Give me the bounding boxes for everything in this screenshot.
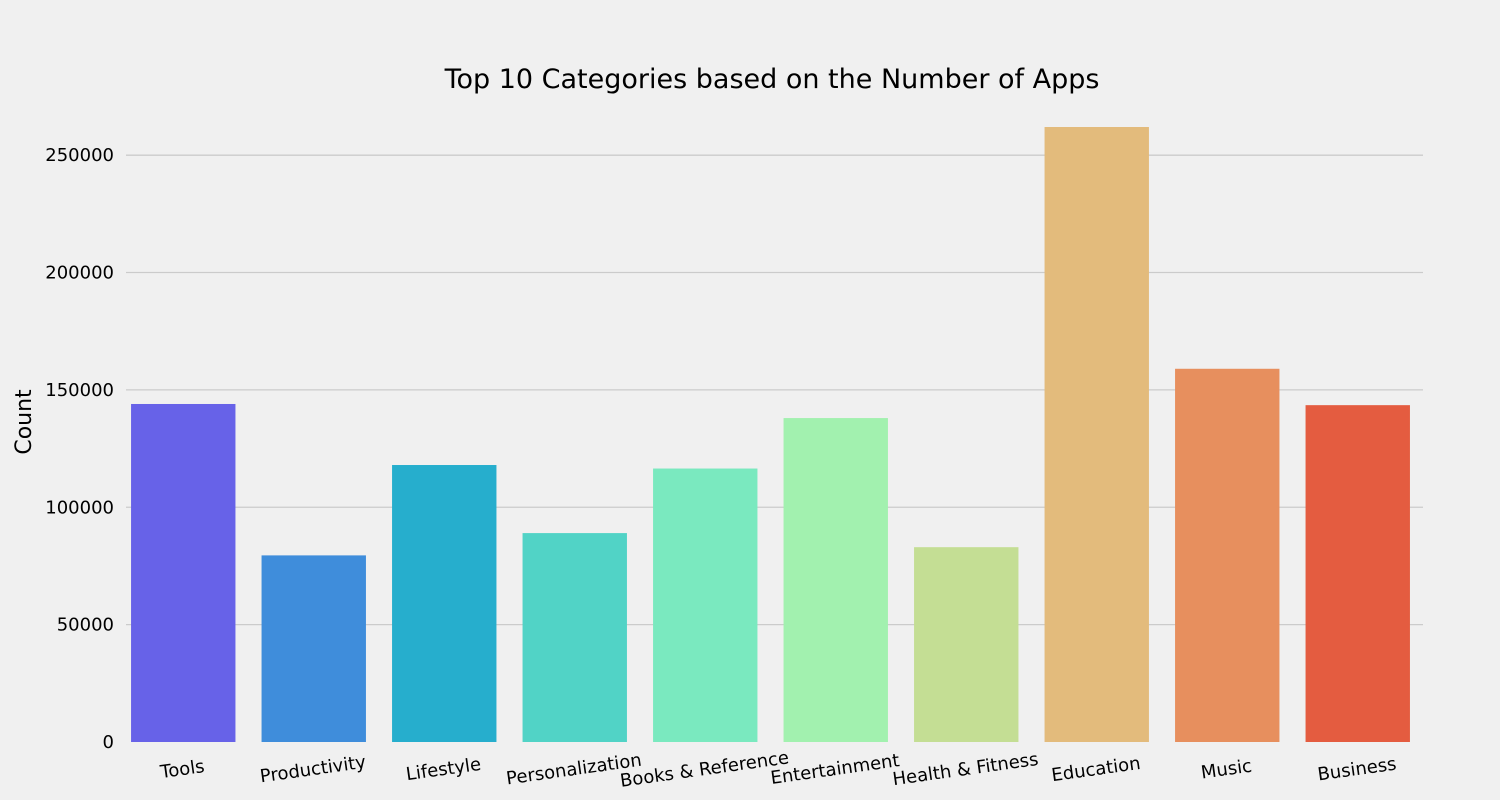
chart-title: Top 10 Categories based on the Number of…	[444, 64, 1100, 95]
bar-books-reference	[653, 468, 758, 742]
x-tick-label: Books & Reference	[619, 747, 791, 791]
y-axis-label: Count	[12, 389, 37, 455]
y-tick-label: 50000	[57, 615, 114, 636]
y-tick-label: 250000	[45, 145, 114, 166]
bars	[131, 127, 1410, 742]
bar-personalization	[522, 533, 627, 742]
x-tick-label: Tools	[158, 756, 206, 783]
y-tick-label: 150000	[45, 380, 114, 401]
bar-lifestyle	[392, 465, 497, 742]
y-tick-label: 100000	[45, 497, 114, 518]
x-tick-label: Health & Fitness	[891, 749, 1039, 790]
bar-tools	[131, 403, 236, 742]
x-tick-label: Entertainment	[769, 750, 901, 789]
bar-business	[1305, 405, 1410, 742]
bar-entertainment	[783, 418, 888, 742]
x-tick-label: Lifestyle	[405, 754, 483, 785]
x-tick-label: Music	[1200, 756, 1254, 784]
x-tick-label: Education	[1050, 753, 1142, 786]
bar-productivity	[261, 555, 366, 742]
x-tick-label: Productivity	[259, 752, 368, 788]
x-tick-labels: Tools Productivity Lifestyle Personalizatio…	[158, 747, 1398, 791]
x-tick-label: Business	[1316, 754, 1398, 786]
bar-health-fitness	[914, 547, 1019, 742]
bar-music	[1175, 368, 1280, 742]
y-tick-label: 0	[103, 732, 114, 753]
y-tick-labels: 0 50000 100000 150000 200000 250000	[45, 145, 114, 753]
y-tick-label: 200000	[45, 263, 114, 284]
bar-education	[1044, 127, 1149, 742]
